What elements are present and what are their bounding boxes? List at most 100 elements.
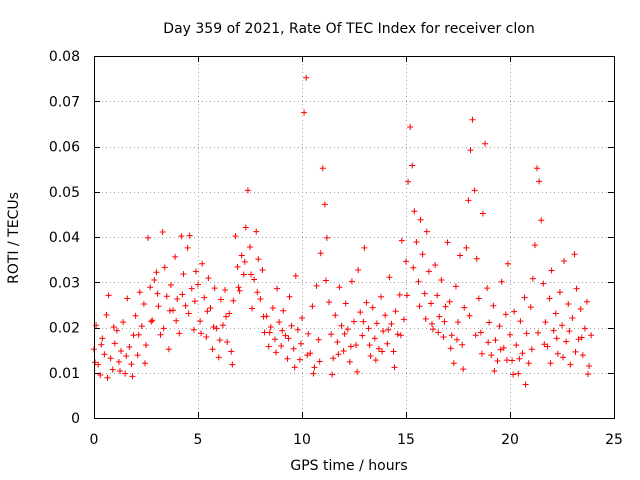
data-point bbox=[110, 324, 117, 331]
data-point bbox=[507, 331, 513, 338]
data-point bbox=[586, 362, 593, 369]
data-point bbox=[266, 329, 273, 336]
data-point bbox=[378, 293, 385, 300]
data-point bbox=[326, 299, 333, 306]
data-point bbox=[442, 303, 449, 310]
data-point bbox=[396, 291, 403, 298]
data-point bbox=[484, 285, 491, 292]
data-point bbox=[201, 294, 208, 301]
data-point bbox=[340, 348, 347, 355]
data-point bbox=[191, 298, 198, 305]
data-point bbox=[153, 269, 160, 276]
data-point bbox=[323, 234, 330, 241]
data-point bbox=[359, 332, 366, 339]
data-point bbox=[336, 284, 343, 291]
data-point bbox=[521, 294, 528, 301]
data-point bbox=[184, 244, 191, 251]
data-point bbox=[329, 371, 336, 378]
data-point bbox=[380, 328, 387, 335]
data-point bbox=[129, 373, 136, 380]
data-point bbox=[466, 312, 473, 319]
data-point bbox=[232, 233, 239, 240]
data-point bbox=[135, 331, 142, 338]
data-point bbox=[432, 262, 439, 269]
data-point bbox=[307, 350, 314, 357]
data-point bbox=[348, 278, 355, 285]
data-point bbox=[410, 264, 417, 271]
data-point bbox=[542, 319, 549, 326]
data-point bbox=[104, 374, 111, 381]
data-point bbox=[136, 289, 143, 296]
data-point bbox=[147, 284, 154, 291]
data-point bbox=[140, 300, 147, 307]
data-point bbox=[166, 307, 173, 314]
data-point bbox=[174, 295, 181, 302]
data-point bbox=[305, 330, 312, 337]
data-point bbox=[186, 232, 193, 239]
data-point bbox=[159, 229, 166, 236]
data-point bbox=[117, 367, 123, 374]
data-point bbox=[500, 344, 507, 351]
data-point bbox=[151, 276, 158, 283]
data-point bbox=[461, 304, 468, 311]
data-point bbox=[132, 312, 139, 319]
data-point bbox=[427, 300, 434, 307]
data-point bbox=[173, 317, 180, 324]
data-point bbox=[291, 364, 298, 371]
data-point bbox=[453, 336, 460, 343]
y-tick-label: 0.04 bbox=[49, 230, 80, 246]
data-point bbox=[154, 290, 161, 297]
data-point bbox=[238, 252, 245, 259]
data-point bbox=[223, 313, 230, 320]
data-point bbox=[382, 312, 389, 319]
data-point bbox=[394, 331, 401, 338]
data-point bbox=[217, 296, 224, 303]
data-point bbox=[517, 318, 524, 325]
data-point bbox=[554, 350, 561, 357]
data-point bbox=[400, 316, 407, 323]
data-point bbox=[355, 267, 362, 274]
data-point bbox=[379, 348, 386, 355]
data-point bbox=[209, 346, 216, 353]
data-point bbox=[197, 318, 204, 325]
data-point bbox=[497, 346, 504, 353]
data-point bbox=[544, 343, 551, 350]
data-point bbox=[365, 325, 372, 332]
data-point bbox=[473, 255, 480, 262]
data-point bbox=[310, 370, 317, 377]
data-point bbox=[354, 368, 361, 375]
data-point bbox=[182, 302, 189, 309]
data-point bbox=[224, 338, 231, 345]
data-point bbox=[93, 322, 100, 329]
data-point bbox=[465, 197, 472, 204]
y-tick-label: 0.01 bbox=[49, 366, 80, 382]
data-point bbox=[198, 330, 205, 337]
data-point bbox=[274, 285, 281, 292]
data-point bbox=[392, 308, 399, 315]
data-point bbox=[122, 370, 129, 377]
data-point bbox=[429, 320, 435, 327]
data-point bbox=[126, 343, 133, 350]
data-point bbox=[527, 304, 534, 311]
data-point bbox=[502, 311, 509, 318]
data-point bbox=[99, 335, 106, 342]
data-point bbox=[138, 323, 145, 330]
data-point bbox=[571, 251, 578, 258]
data-point bbox=[346, 358, 353, 365]
y-tick-label: 0.03 bbox=[49, 275, 80, 291]
data-point bbox=[210, 324, 217, 331]
data-point bbox=[430, 326, 437, 333]
data-point bbox=[452, 283, 459, 290]
data-point bbox=[148, 318, 155, 325]
data-point bbox=[299, 314, 305, 321]
data-point bbox=[578, 334, 585, 341]
data-point bbox=[534, 165, 541, 172]
data-point bbox=[411, 208, 418, 215]
y-tick-label: 0 bbox=[71, 411, 80, 427]
data-point bbox=[141, 360, 148, 367]
data-point bbox=[163, 293, 170, 300]
x-tick-label: 25 bbox=[605, 432, 623, 448]
data-point bbox=[486, 319, 493, 326]
data-point bbox=[498, 278, 505, 285]
data-point bbox=[373, 320, 380, 327]
